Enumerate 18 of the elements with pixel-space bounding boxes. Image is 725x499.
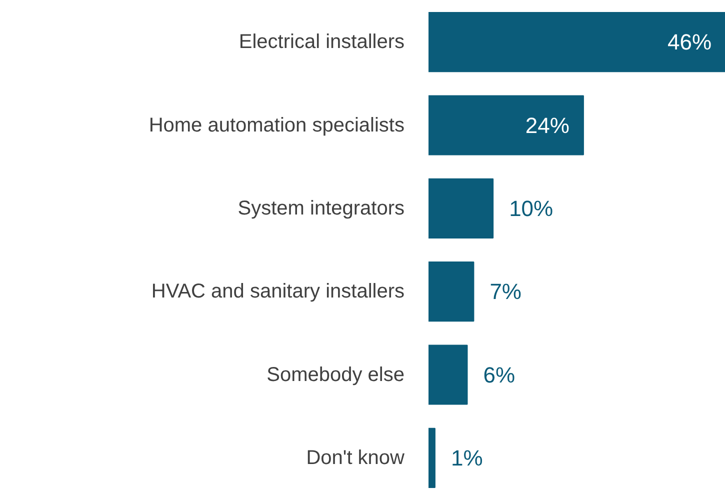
data-label: 6%: [483, 362, 516, 388]
data-label: 1%: [450, 445, 483, 470]
y-tick-label: System integrators: [238, 197, 405, 220]
bar: [428, 12, 725, 72]
y-tick-label: Home automation specialists: [148, 114, 405, 136]
y-tick-label: HVAC and sanitary installers: [151, 280, 405, 303]
data-label: 10%: [509, 196, 554, 221]
bar: [428, 262, 474, 322]
data-label: 24%: [525, 112, 570, 138]
y-tick-label: Electrical installers: [238, 31, 405, 54]
bar: [428, 95, 584, 156]
data-label: 46%: [667, 30, 712, 55]
y-tick-label: Don't know: [306, 446, 406, 469]
data-label: 7%: [490, 279, 522, 304]
y-tick-label: Somebody else: [266, 364, 405, 386]
bar: [428, 344, 468, 405]
bar: [428, 178, 494, 238]
bar: [428, 428, 436, 488]
